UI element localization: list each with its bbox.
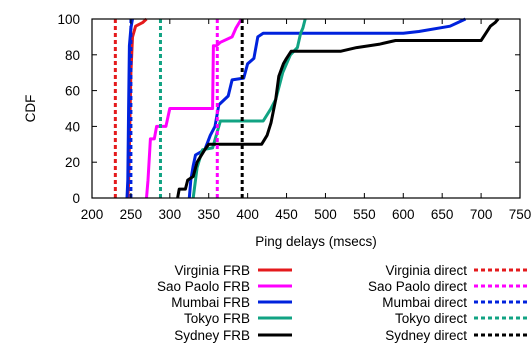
x-tick-label: 300: [159, 207, 182, 222]
legend-item-sydney-direct: Sydney direct: [385, 328, 528, 343]
y-tick-label: 40: [65, 119, 80, 134]
legend-label: Sao Paolo direct: [368, 279, 467, 294]
y-tick-label: 100: [57, 12, 80, 27]
series-line-mumbai-frb-tail: [187, 17, 467, 199]
x-tick-label: 700: [470, 207, 493, 222]
plot-frame: [91, 18, 521, 199]
legend-item-sao-paolo-direct: Sao Paolo direct: [368, 279, 528, 294]
x-tick-label: 200: [81, 207, 104, 222]
legend-item-tokyo-frb: Tokyo FRB: [184, 311, 292, 326]
y-axis-label: CDF: [23, 95, 38, 123]
x-tick-label: 550: [353, 207, 376, 222]
legend-label: Sydney FRB: [174, 328, 250, 343]
x-tick-label: 350: [197, 207, 220, 222]
series-line-sydney-frb: [176, 18, 500, 199]
series-line-sao-paolo-frb: [145, 18, 243, 199]
x-tick-label: 750: [509, 207, 531, 222]
x-tick-label: 600: [392, 207, 415, 222]
x-tick-label: 450: [275, 207, 298, 222]
x-tick-label: 650: [431, 207, 454, 222]
y-tick-label: 20: [65, 155, 80, 170]
legend-item-mumbai-direct: Mumbai direct: [382, 295, 528, 310]
legend-label: Sao Paolo FRB: [157, 279, 250, 294]
x-tick-label: 400: [236, 207, 259, 222]
x-axis-label: Ping delays (msecs): [255, 234, 377, 249]
y-tick-label: 0: [72, 191, 80, 206]
legend-label: Mumbai FRB: [171, 295, 250, 310]
plot-lines: [113, 17, 500, 199]
axis-ticks: 200 250 300 350 400 450 500 550 600 650 700 750 0 20 4…: [57, 12, 531, 222]
y-tick-label: 60: [65, 84, 80, 99]
legend-label: Tokyo FRB: [184, 311, 250, 326]
legend-item-sydney-frb: Sydney FRB: [174, 328, 292, 343]
legend-item-sao-paolo-frb: Sao Paolo FRB: [157, 279, 292, 294]
legend-item-virginia-direct: Virginia direct: [385, 263, 528, 278]
legend-label: Virginia FRB: [174, 263, 250, 278]
legend-item-tokyo-direct: Tokyo direct: [395, 311, 528, 326]
y-tick-label: 80: [65, 48, 80, 63]
legend-item-mumbai-frb: Mumbai FRB: [171, 295, 292, 310]
legend-label: Sydney direct: [385, 328, 467, 343]
legend-label: Mumbai direct: [382, 295, 467, 310]
legend-label: Virginia direct: [385, 263, 467, 278]
x-tick-label: 250: [120, 207, 143, 222]
legend-item-virginia-frb: Virginia FRB: [174, 263, 292, 278]
legend-label: Tokyo direct: [395, 311, 467, 326]
x-tick-label: 500: [314, 207, 337, 222]
